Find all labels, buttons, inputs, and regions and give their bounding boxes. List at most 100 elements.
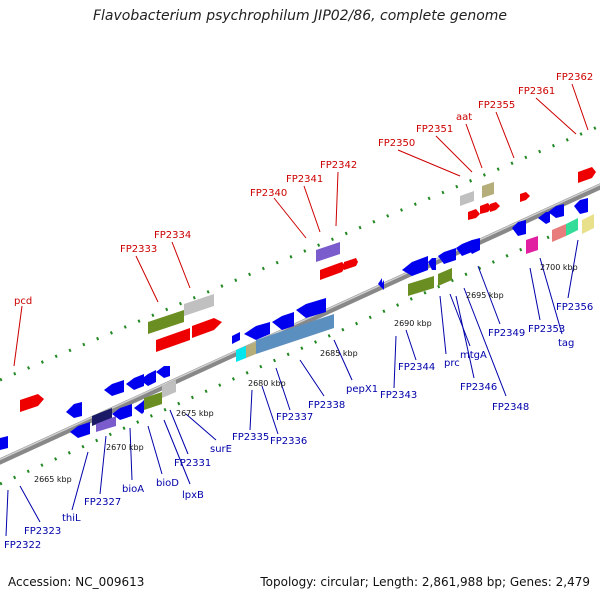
gene-box-FP2334-pseudo[interactable]: [184, 294, 214, 316]
gene-box-FP2337-b[interactable]: [280, 324, 304, 346]
gene-arrow-FP2335[interactable]: [244, 322, 270, 340]
gene-box-FP2353-b[interactable]: [526, 236, 538, 254]
gene-arrow-lpxB[interactable]: [156, 366, 170, 378]
gene-arrow-tag[interactable]: [538, 212, 550, 224]
gene-box-pepX1[interactable]: [304, 314, 334, 338]
gene-arrow-bioD-b[interactable]: [140, 370, 156, 386]
gene-label-FP2362[interactable]: FP2362: [556, 72, 593, 83]
gene-label-FP2331[interactable]: FP2331: [174, 458, 211, 469]
gene-arrow-FP2349[interactable]: [466, 238, 480, 254]
gene-arrow-thiL[interactable]: [70, 422, 90, 438]
gene-label-FP2333[interactable]: FP2333: [120, 244, 157, 255]
gene-label-FP2361[interactable]: FP2361: [518, 86, 555, 97]
gene-arrow-prc[interactable]: [428, 258, 436, 270]
gene-label-lpxB[interactable]: lpxB: [182, 490, 204, 501]
forward-gene-set: [20, 167, 596, 412]
gene-box-FP2351[interactable]: [482, 182, 494, 198]
gene-arrow-FP2362[interactable]: [578, 167, 596, 183]
gene-label-tag[interactable]: tag: [558, 338, 574, 349]
gene-label-FP2344[interactable]: FP2344: [398, 362, 435, 373]
gene-label-FP2355[interactable]: FP2355: [478, 100, 515, 111]
gene-label-FP2351[interactable]: FP2351: [416, 124, 453, 135]
gene-arrow-FP2343[interactable]: [402, 256, 428, 276]
gene-label-FP2336[interactable]: FP2336: [270, 436, 307, 447]
scale-label-2690: 2690 kbp: [394, 319, 432, 328]
gene-arrow-pepX1-c[interactable]: [378, 278, 382, 288]
gene-label-mtgA[interactable]: mtgA: [460, 350, 487, 361]
gene-arrow-FP2361[interactable]: [520, 192, 530, 202]
scale-label-2665: 2665 kbp: [34, 475, 72, 484]
gene-box-FP2341[interactable]: [316, 242, 340, 262]
gene-box-FP2336[interactable]: [246, 342, 256, 358]
gene-box-FP2350[interactable]: [460, 191, 474, 206]
bottom-leader-lines: [5, 239, 579, 537]
gene-box-FP2331[interactable]: [162, 380, 176, 398]
genome-title: Flavobacterium psychrophilum JIP02/86, c…: [92, 8, 508, 24]
bottom-gene-labels: FP2322 FP2323 thiL FP2327 bioA bioD lpxB…: [4, 302, 593, 551]
reverse-gene-set: [0, 198, 594, 450]
gene-label-FP2337[interactable]: FP2337: [276, 412, 313, 423]
gene-arrow-bioA[interactable]: [112, 404, 132, 420]
gene-arrow-bioA-b[interactable]: [126, 374, 144, 390]
gene-box-FP2344[interactable]: [408, 276, 434, 296]
gene-box-FP2335-b[interactable]: [236, 346, 246, 362]
gene-label-pepX1[interactable]: pepX1: [346, 384, 378, 395]
gene-label-FP2349[interactable]: FP2349: [488, 328, 525, 339]
gene-arrow-FP2337[interactable]: [272, 312, 294, 330]
gene-arrow-aat[interactable]: [468, 209, 480, 220]
gene-label-pcd[interactable]: pcd: [14, 296, 32, 307]
gene-arrow-bioD[interactable]: [134, 400, 144, 414]
gene-label-bioA[interactable]: bioA: [122, 484, 144, 495]
gene-arrow-FP2334[interactable]: [192, 318, 222, 338]
gene-box-FP2333-rrna[interactable]: [148, 310, 184, 334]
gene-label-thiL[interactable]: thiL: [62, 513, 81, 524]
gene-arrow-pcd[interactable]: [20, 394, 44, 412]
gene-box-FP2327-b[interactable]: [96, 416, 116, 432]
gene-label-FP2350[interactable]: FP2350: [378, 138, 415, 149]
gene-label-FP2327[interactable]: FP2327: [84, 497, 121, 508]
gene-label-aat[interactable]: aat: [456, 112, 472, 123]
gene-arrow-FP2322[interactable]: [0, 436, 8, 450]
gene-box-tag-c[interactable]: [552, 224, 566, 242]
scale-label-2680: 2680 kbp: [248, 379, 286, 388]
gene-label-FP2348[interactable]: FP2348: [492, 402, 529, 413]
gene-label-FP2353[interactable]: FP2353: [528, 324, 565, 335]
gene-box-FP2336-b[interactable]: [256, 332, 280, 354]
gene-label-surE[interactable]: surE: [210, 444, 232, 455]
gene-box-FP2327[interactable]: [92, 408, 112, 426]
gene-label-FP2342[interactable]: FP2342: [320, 160, 357, 171]
gene-label-FP2335[interactable]: FP2335: [232, 432, 269, 443]
gene-label-FP2356[interactable]: FP2356: [556, 302, 593, 313]
gene-arrow-FP2333[interactable]: [156, 328, 190, 352]
scale-label-2685: 2685 kbp: [320, 349, 358, 358]
gene-arrow-tag-b[interactable]: [548, 204, 564, 218]
gene-arrow-FP2323[interactable]: [66, 402, 82, 418]
gene-arrow-aat-b[interactable]: [480, 203, 492, 214]
gene-box-lpxB[interactable]: [144, 392, 162, 410]
gene-label-prc[interactable]: prc: [444, 358, 460, 369]
gene-arrow-FP2342[interactable]: [344, 258, 358, 270]
gene-label-FP2322[interactable]: FP2322: [4, 540, 41, 551]
gene-arrow-FP2346[interactable]: [438, 248, 456, 264]
gene-arrow-FP2353[interactable]: [512, 220, 526, 236]
gene-arrow-FP2356-b[interactable]: [574, 198, 588, 214]
gene-label-FP2346[interactable]: FP2346: [460, 382, 497, 393]
gene-label-bioD[interactable]: bioD: [156, 478, 179, 489]
gene-arrow-FP2341[interactable]: [320, 262, 346, 280]
gene-arrow-surE[interactable]: [232, 332, 240, 344]
gene-label-FP2343[interactable]: FP2343: [380, 390, 417, 401]
gene-box-mtgA[interactable]: [438, 268, 452, 286]
gene-box-FP2356-c[interactable]: [582, 214, 594, 234]
scale-label-2695: 2695 kbp: [466, 291, 504, 300]
gene-arrow-FP2327-c[interactable]: [104, 380, 124, 396]
gene-arrow-FP2338[interactable]: [296, 298, 326, 318]
gene-label-FP2334[interactable]: FP2334: [154, 230, 191, 241]
gene-arrow-FP2355[interactable]: [490, 202, 500, 212]
gene-label-FP2341[interactable]: FP2341: [286, 174, 323, 185]
gene-box-FP2356[interactable]: [566, 218, 578, 236]
gene-label-FP2323[interactable]: FP2323: [24, 526, 61, 537]
gene-label-FP2340[interactable]: FP2340: [250, 188, 287, 199]
gene-label-FP2338[interactable]: FP2338: [308, 400, 345, 411]
